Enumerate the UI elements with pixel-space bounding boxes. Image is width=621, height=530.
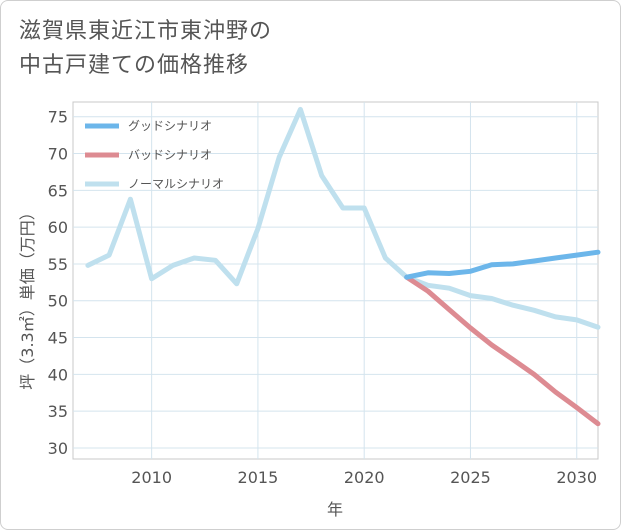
- y-tick-label-45: 45: [48, 329, 68, 348]
- series-lines: [85, 106, 601, 427]
- y-tick-label-40: 40: [48, 365, 68, 384]
- chart-title: 滋賀県東近江市東沖野の 中古戸建ての価格推移: [19, 19, 273, 78]
- y-tick-label-35: 35: [48, 402, 68, 421]
- grid-lines: [73, 102, 598, 459]
- y-tick-label-30: 30: [48, 439, 68, 458]
- series-line-1: [404, 274, 601, 427]
- legend-label-1: バッドシナリオ: [128, 148, 212, 162]
- y-tick-label-65: 65: [48, 181, 68, 200]
- series-line-0: [404, 249, 601, 280]
- y-axis-label: 坪（3.3㎡）単価（万円）: [18, 204, 37, 389]
- legend-label-2: ノーマルシナリオ: [128, 177, 224, 191]
- plot-area: [72, 101, 599, 460]
- y-tick-label-60: 60: [48, 218, 68, 237]
- x-tick-label-2015: 2015: [238, 468, 279, 487]
- x-tick-label-2025: 2025: [450, 468, 491, 487]
- x-tick-label-2020: 2020: [344, 468, 385, 487]
- y-tick-label-70: 70: [48, 145, 68, 164]
- y-tick-label-75: 75: [48, 108, 68, 127]
- tick-labels: 2010 2015 2020 2025 2030 30 35 40 45 50 55 60 65 70 75: [48, 108, 597, 487]
- y-tick-label-50: 50: [48, 292, 68, 311]
- x-tick-label-2030: 2030: [556, 468, 597, 487]
- y-tick-label-55: 55: [48, 255, 68, 274]
- legend-label-0: グッドシナリオ: [128, 119, 212, 133]
- series-line-2: [85, 106, 601, 330]
- x-tick-label-2010: 2010: [131, 468, 172, 487]
- x-axis-label: 年: [327, 500, 343, 519]
